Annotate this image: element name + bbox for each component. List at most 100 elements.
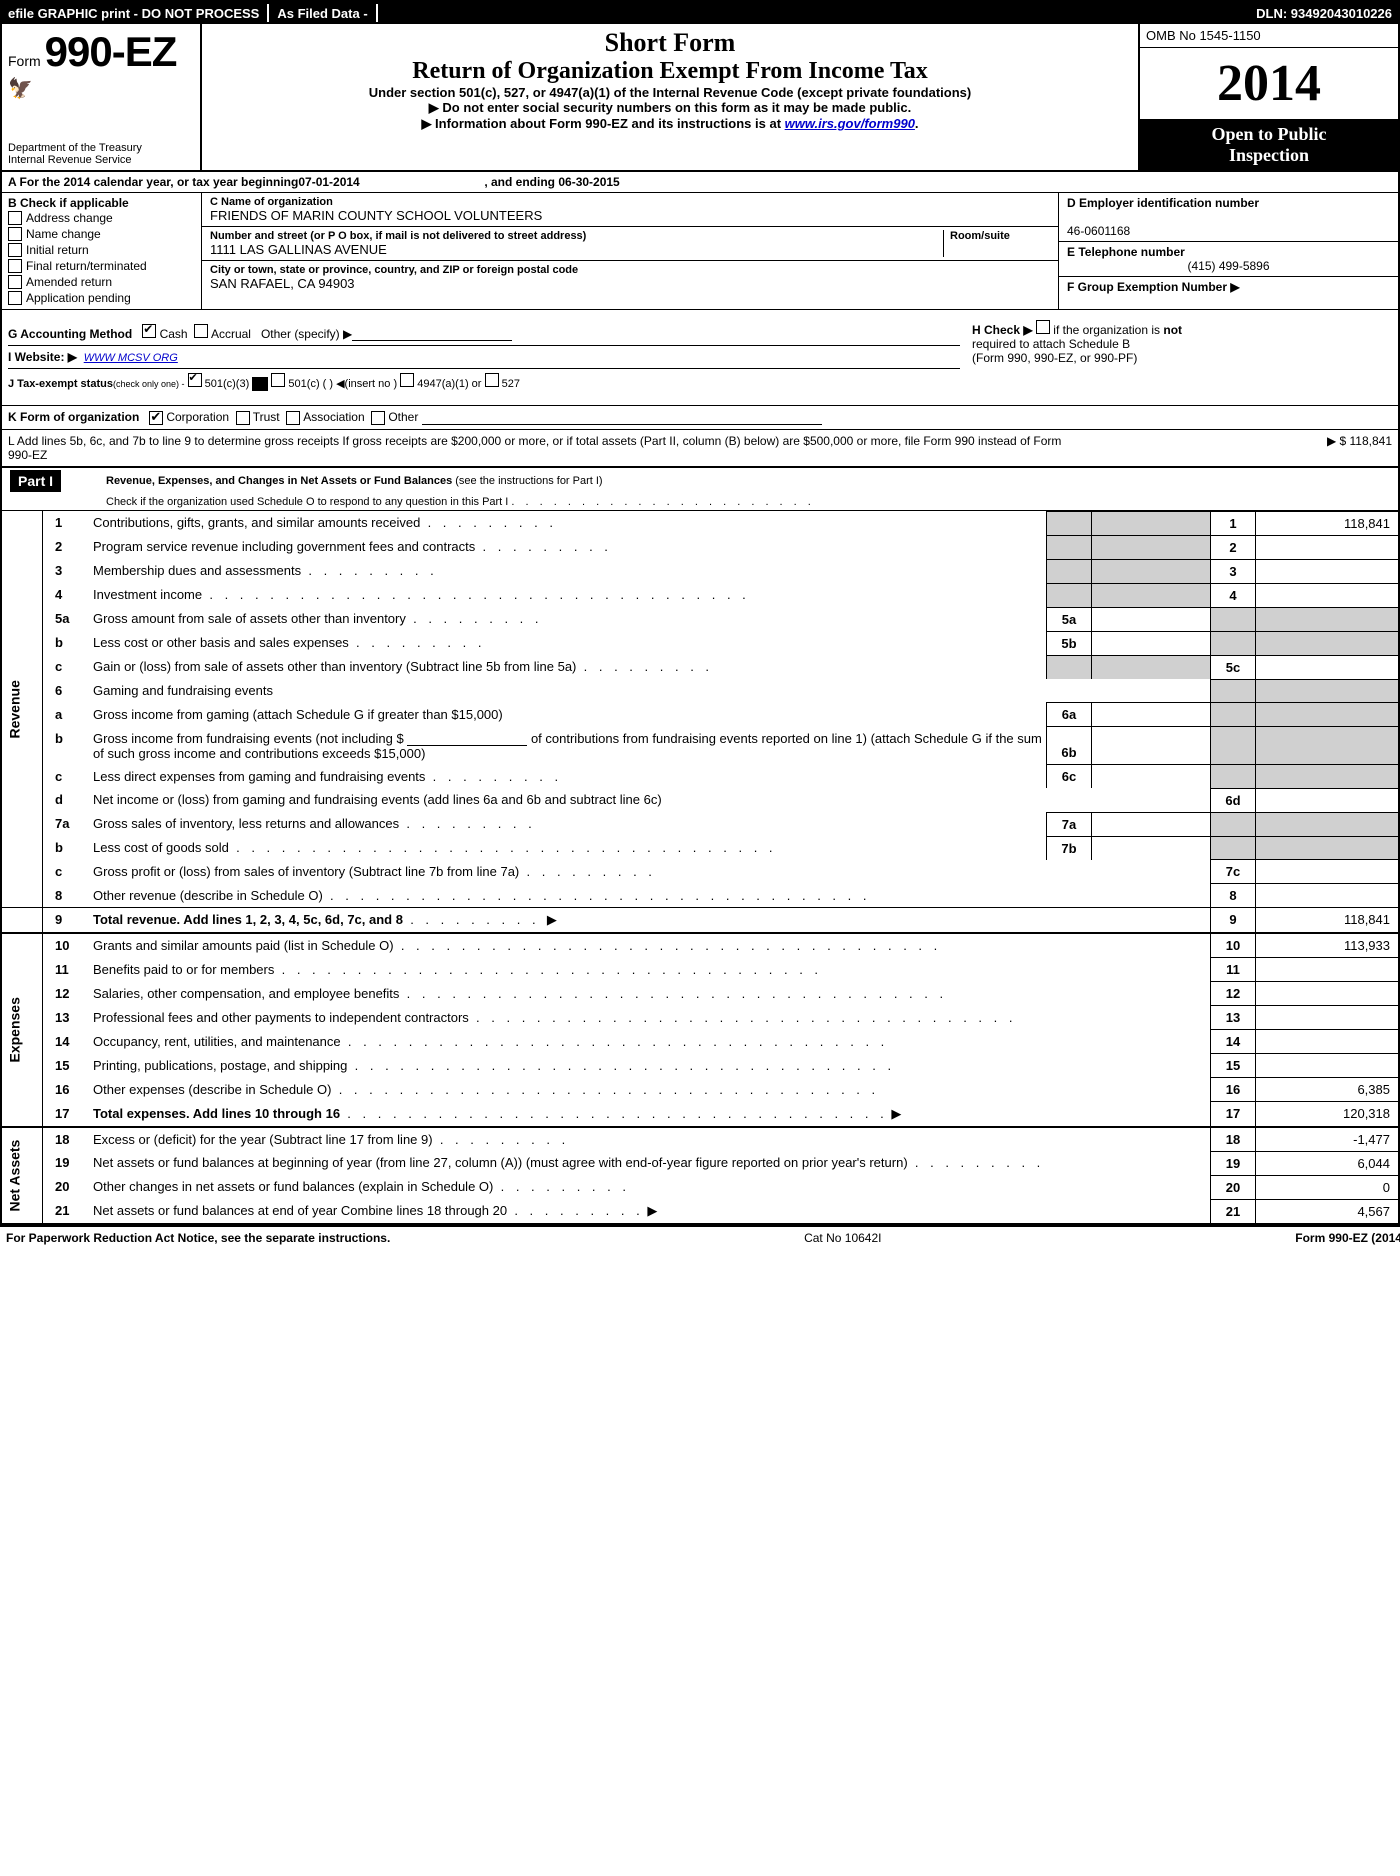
checkbox-corp[interactable]	[149, 411, 163, 425]
subtitle: Under section 501(c), 527, or 4947(a)(1)…	[210, 85, 1130, 100]
line-17-desc: Total expenses. Add lines 10 through 16	[93, 1106, 340, 1121]
c-room-label: Room/suite	[950, 230, 1050, 242]
section-b-title: B Check if applicable	[8, 196, 129, 210]
opt-name-change: Name change	[26, 227, 101, 241]
checkbox-app-pending[interactable]	[8, 291, 22, 305]
tax-year: 2014	[1140, 48, 1398, 120]
line-3-desc: Membership dues and assessments	[93, 563, 301, 578]
checkbox-assoc[interactable]	[286, 411, 300, 425]
line-3-num: 3	[43, 559, 90, 583]
checkbox-cash[interactable]: ✔	[142, 324, 156, 338]
line-6d-ansval	[1256, 788, 1399, 812]
schedule-icon[interactable]	[252, 377, 268, 391]
line-3-ansnum: 3	[1211, 559, 1256, 583]
line-5a-num: 5a	[43, 607, 90, 631]
checkbox-amended-return[interactable]	[8, 275, 22, 289]
e-label: E Telephone number	[1067, 245, 1185, 259]
e-phone: (415) 499-5896	[1067, 259, 1390, 273]
dept-treasury: Department of the Treasury	[8, 142, 194, 154]
line-20-desc: Other changes in net assets or fund bala…	[93, 1179, 493, 1194]
line-3-ansval	[1256, 559, 1399, 583]
arrow-icon-17: ▶	[891, 1106, 901, 1121]
checkbox-501c[interactable]	[271, 373, 285, 387]
form-page: efile GRAPHIC print - DO NOT PROCESS As …	[0, 0, 1400, 1227]
short-form-title: Short Form	[210, 28, 1130, 58]
row-a-mid: , and ending	[484, 175, 558, 189]
opt-final-return: Final return/terminated	[26, 259, 147, 273]
line-8-ansval	[1256, 884, 1399, 908]
line-12-ansval	[1256, 982, 1399, 1006]
line-6c-subnum: 6c	[1047, 765, 1092, 789]
line-6d-ansnum: 6d	[1211, 788, 1256, 812]
opt-initial-return: Initial return	[26, 243, 89, 257]
line-14-desc: Occupancy, rent, utilities, and maintena…	[93, 1034, 341, 1049]
info-link-pre: ▶ Information about Form 990-EZ and its …	[421, 116, 784, 131]
checkbox-4947[interactable]	[400, 373, 414, 387]
footer-left: For Paperwork Reduction Act Notice, see …	[6, 1231, 390, 1245]
checkbox-final-return[interactable]	[8, 259, 22, 273]
line-19-ansval: 6,044	[1256, 1151, 1399, 1175]
line-5a-desc: Gross amount from sale of assets other t…	[93, 611, 406, 626]
line-5b-num: b	[43, 631, 90, 655]
line-9-num: 9	[43, 908, 90, 934]
line-18-ansval: -1,477	[1256, 1127, 1399, 1152]
irs-eagle-icon: 🦅	[8, 76, 194, 101]
line-6a-subval	[1092, 703, 1211, 727]
footer-right: Form 990-EZ (2014)	[1295, 1231, 1400, 1245]
netassets-label: Net Assets	[2, 1127, 43, 1225]
part-i-label: Part I	[10, 470, 61, 492]
checkbox-address-change[interactable]	[8, 211, 22, 225]
line-1-num: 1	[43, 511, 90, 535]
line-5b-desc: Less cost or other basis and sales expen…	[93, 635, 349, 650]
line-15-num: 15	[43, 1054, 90, 1078]
checkbox-501c3[interactable]: ✔	[188, 373, 202, 387]
c-street-label: Number and street (or P O box, if mail i…	[210, 230, 943, 242]
h-not: not	[1163, 323, 1182, 337]
k-other: Other	[388, 410, 418, 424]
checkbox-other-form[interactable]	[371, 411, 385, 425]
line-1-desc: Contributions, gifts, grants, and simila…	[93, 515, 420, 530]
checkbox-trust[interactable]	[236, 411, 250, 425]
k-corp: Corporation	[166, 410, 229, 424]
line-6d-num: d	[43, 788, 90, 812]
i-website-link[interactable]: WWW MCSV ORG	[84, 352, 178, 364]
line-19-desc: Net assets or fund balances at beginning…	[93, 1155, 908, 1170]
part-i-check-line: Check if the organization used Schedule …	[106, 496, 508, 508]
line-17-num: 17	[43, 1102, 90, 1127]
k-trust: Trust	[253, 410, 280, 424]
line-7a-num: 7a	[43, 812, 90, 836]
line-6c-num: c	[43, 765, 90, 789]
row-k: K Form of organization Corporation Trust…	[2, 406, 1398, 430]
line-16-ansnum: 16	[1211, 1078, 1256, 1102]
checkbox-accrual[interactable]	[194, 324, 208, 338]
line-7c-desc: Gross profit or (loss) from sales of inv…	[93, 864, 519, 879]
line-14-ansval	[1256, 1030, 1399, 1054]
row-a-end: 06-30-2015	[558, 175, 619, 189]
line-12-ansnum: 12	[1211, 982, 1256, 1006]
line-14-num: 14	[43, 1030, 90, 1054]
row-a-prefix: A For the 2014 calendar year, or tax yea…	[8, 175, 298, 189]
line-6b-desc1: Gross income from fundraising events (no…	[93, 731, 407, 746]
line-7a-subval	[1092, 812, 1211, 836]
k-label: K Form of organization	[8, 410, 139, 424]
checkbox-527[interactable]	[485, 373, 499, 387]
h-text2: if the organization is	[1053, 323, 1160, 337]
checkbox-h[interactable]	[1036, 320, 1050, 334]
h-text4: (Form 990, 990-EZ, or 990-PF)	[972, 351, 1137, 365]
line-7c-ansval	[1256, 860, 1399, 884]
line-14-ansnum: 14	[1211, 1030, 1256, 1054]
section-b: B Check if applicable Address change Nam…	[2, 193, 202, 309]
dln-text: DLN: 93492043010226	[1256, 6, 1392, 21]
line-5c-num: c	[43, 655, 90, 679]
noss-line: ▶ Do not enter social security numbers o…	[210, 100, 1130, 116]
line-6c-desc: Less direct expenses from gaming and fun…	[93, 769, 425, 784]
checkbox-initial-return[interactable]	[8, 243, 22, 257]
section-h: H Check ▶ if the organization is not req…	[966, 310, 1398, 405]
line-5c-ansnum: 5c	[1211, 655, 1256, 679]
line-20-ansval: 0	[1256, 1175, 1399, 1199]
line-18-desc: Excess or (deficit) for the year (Subtra…	[93, 1132, 433, 1147]
irs-link[interactable]: www.irs.gov/form990	[785, 116, 915, 131]
line-11-ansnum: 11	[1211, 958, 1256, 982]
line-5b-subval	[1092, 631, 1211, 655]
checkbox-name-change[interactable]	[8, 227, 22, 241]
